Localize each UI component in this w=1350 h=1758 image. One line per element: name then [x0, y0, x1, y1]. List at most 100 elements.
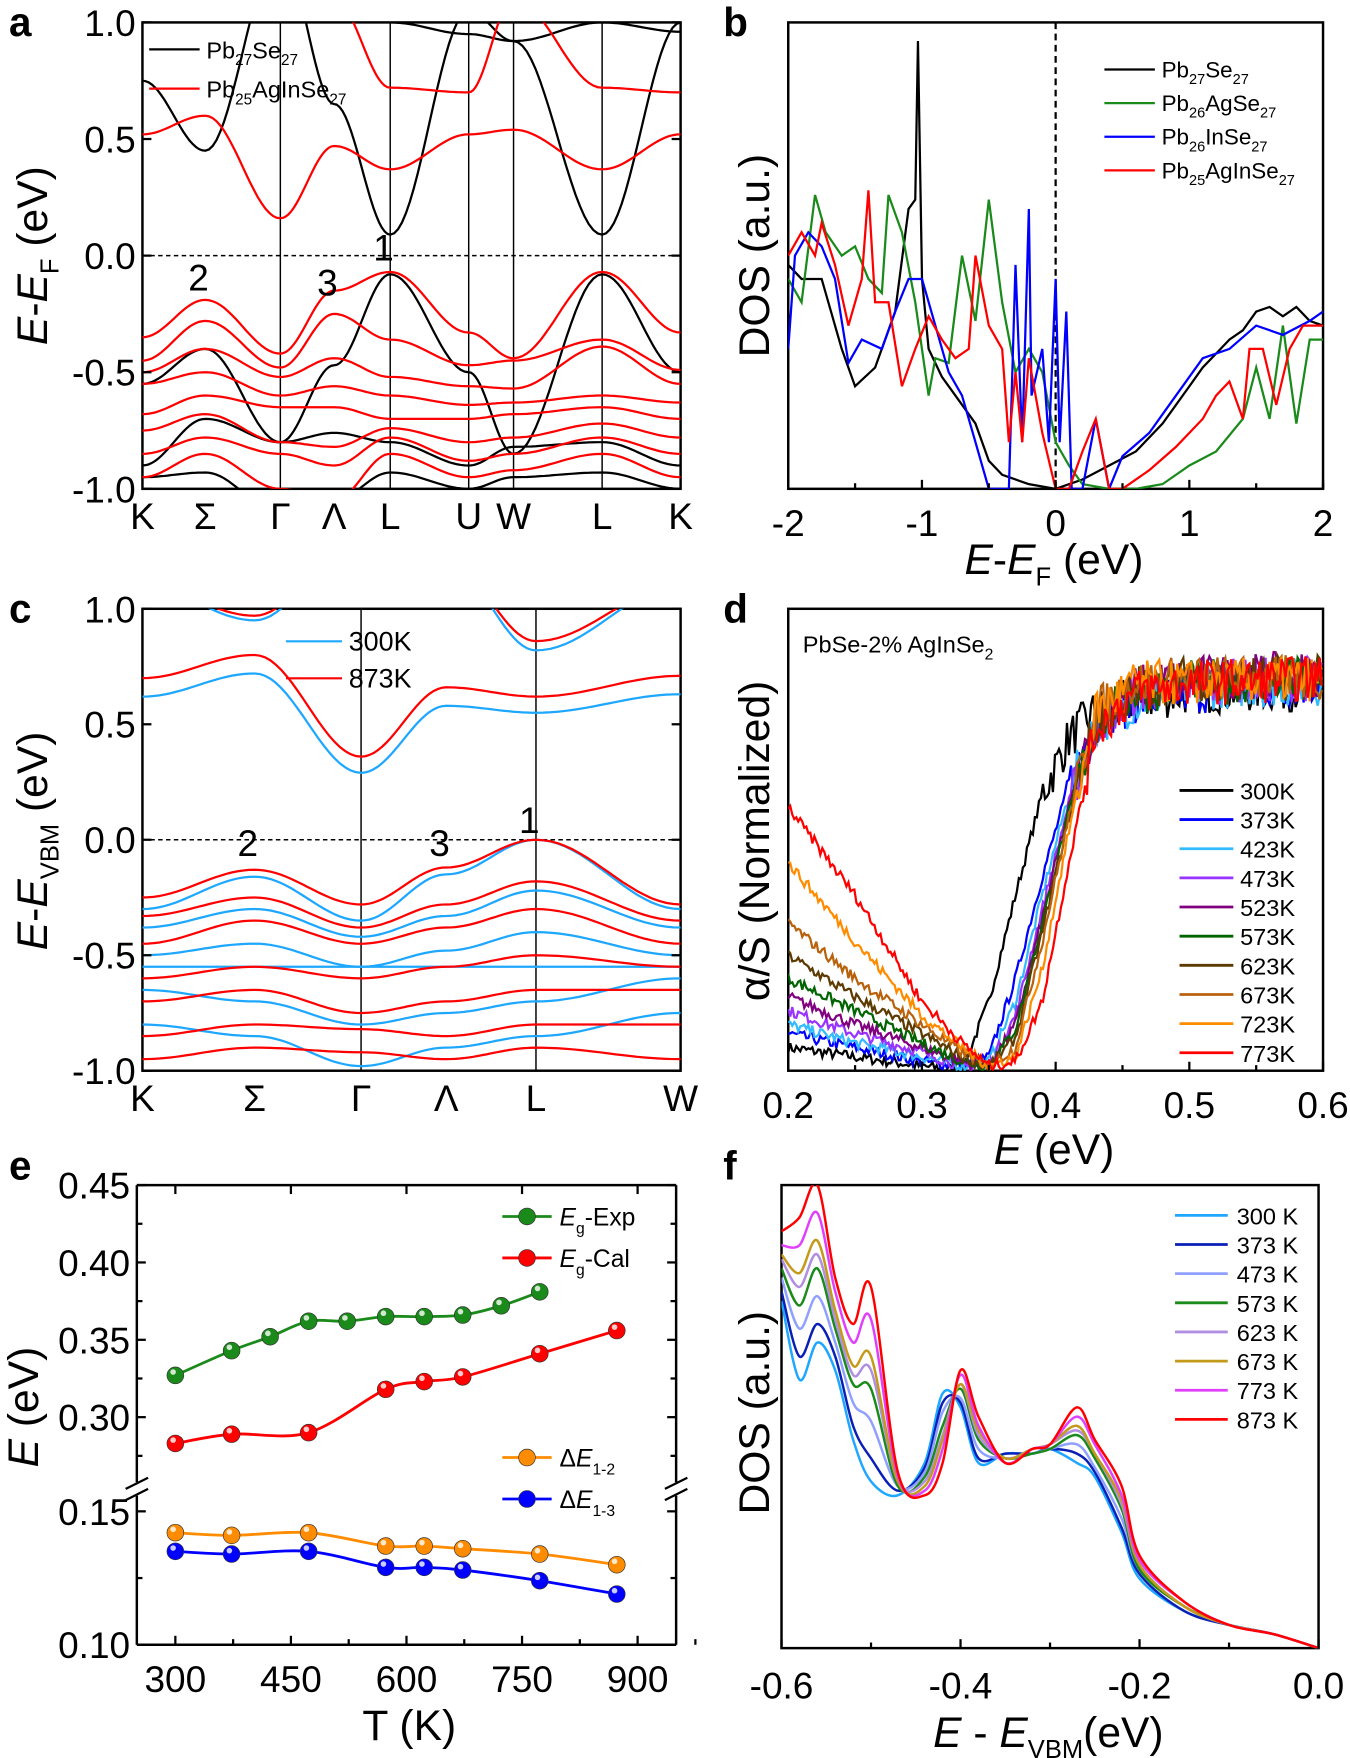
y-axis-title-e: E (eV)	[0, 1347, 48, 1468]
plot-area-a	[142, 22, 681, 489]
band-a-0-1	[382, 22, 681, 43]
x-axis-title-b-text: E-EF (eV)	[964, 536, 1143, 591]
band-annotation: 1	[519, 800, 540, 841]
x-axis-title-b: E-EF (eV)	[964, 536, 1143, 591]
y-axis-title-f-text: DOS (a.u.)	[731, 1311, 779, 1515]
data-point-highlight	[611, 1558, 618, 1565]
data-point-highlight	[170, 1545, 176, 1551]
y-tick-label: 0.10	[58, 1625, 130, 1666]
legend-label: 300K	[349, 626, 412, 656]
y-axis-title-d: α/S (Normalized)	[731, 681, 779, 1001]
band-annotation: 3	[429, 823, 450, 864]
series-line-0	[174, 1290, 541, 1377]
plot-area-c	[142, 608, 681, 1071]
band-a-1-8	[142, 436, 681, 467]
data-point	[415, 1307, 433, 1326]
x-tick-label: -0.6	[750, 1666, 814, 1707]
data-point	[299, 1312, 318, 1330]
data-point-highlight	[226, 1428, 233, 1434]
dos-series-373K	[781, 1291, 1319, 1649]
data-point	[222, 1526, 241, 1545]
band-c-1-2	[142, 838, 681, 906]
data-point	[492, 1297, 510, 1315]
data-point-highlight	[611, 1587, 618, 1594]
legend-label: 623 K	[1237, 1320, 1299, 1346]
data-point	[376, 1380, 395, 1399]
y-axis-title-d-text: α/S (Normalized)	[731, 681, 779, 1001]
x-tick-label: 0.2	[763, 1085, 814, 1126]
legend-label: 423K	[1240, 837, 1295, 863]
legend-label: Eg-Exp	[560, 1204, 636, 1237]
y-tick-label: 0.0	[84, 236, 135, 277]
y-tick-label: -0.5	[72, 936, 136, 977]
data-point-highlight	[419, 1539, 425, 1546]
band-c-0-3	[142, 889, 681, 938]
x-axis-title-e: T (K)	[362, 1702, 456, 1750]
series-line-2	[175, 1530, 617, 1567]
x-tick-label: 0.4	[1030, 1085, 1081, 1126]
sample-annotation: PbSe-2% AgInSe2	[803, 632, 994, 664]
y-tick-label: 0.5	[84, 705, 135, 746]
x-axis-title-f-text: E - EVBM(eV)	[933, 1709, 1164, 1758]
data-point-highlight	[380, 1383, 387, 1389]
legend-label: Pb25AgInSe27	[206, 77, 346, 109]
plot-area-b	[788, 22, 1324, 489]
band-c-1-0	[142, 653, 681, 758]
kpoint-label: L	[526, 1078, 547, 1119]
data-point-highlight	[170, 1526, 176, 1533]
kpoint-label: U	[455, 496, 482, 537]
data-point-highlight	[303, 1545, 310, 1551]
kpoint-label: L	[592, 496, 613, 537]
data-point	[222, 1545, 241, 1563]
band-a-1-2	[142, 270, 681, 360]
data-point-highlight	[457, 1308, 464, 1315]
legend-label: 300 K	[1237, 1203, 1299, 1229]
legend-label: 373K	[1240, 808, 1295, 834]
kpoint-label: Σ	[194, 496, 217, 537]
data-point	[453, 1539, 472, 1558]
data-point	[453, 1368, 472, 1386]
axis-break-mark	[125, 1476, 149, 1490]
panel-label-c: c	[9, 585, 31, 631]
y-axis-title-a: E-EF (eV)	[9, 166, 64, 345]
y-tick-label: 1.0	[84, 589, 135, 630]
legend-label: 673K	[1240, 982, 1295, 1008]
legend-marker	[518, 1448, 536, 1467]
panel-label-e: e	[9, 1142, 31, 1188]
kpoint-label: Λ	[322, 496, 347, 537]
band-a-1-5	[142, 371, 681, 406]
data-point	[166, 1366, 185, 1385]
data-point-highlight	[457, 1370, 464, 1377]
legend-marker	[518, 1490, 536, 1508]
legend-label: Pb27Se27	[206, 37, 298, 69]
legend-label: 623K	[1240, 953, 1295, 979]
x-tick-label: 0.0	[1293, 1666, 1344, 1707]
data-point-highlight	[380, 1539, 387, 1546]
data-point-highlight	[226, 1547, 233, 1554]
y-axis-title-b: DOS (a.u.)	[731, 154, 779, 358]
x-tick-label: 450	[260, 1659, 322, 1700]
legend-label: 723K	[1240, 1012, 1295, 1038]
y-tick-label: 1.0	[84, 3, 135, 44]
y-tick-label: 0.30	[58, 1398, 130, 1439]
data-point-highlight	[611, 1324, 618, 1330]
plot-area-d	[788, 650, 1323, 1071]
band-annotation: 2	[238, 823, 259, 864]
legend-label: ΔE1-3	[560, 1487, 616, 1520]
axis-break-mark	[664, 1476, 688, 1490]
data-point	[453, 1561, 472, 1579]
panel-label-d: d	[723, 585, 748, 631]
axis-break-mark	[664, 1487, 688, 1502]
data-point	[376, 1307, 395, 1326]
band-c-0-4	[142, 931, 681, 968]
x-tick-label: -2	[772, 503, 805, 544]
y-axis-title-e-text: E (eV)	[0, 1347, 48, 1468]
band-c-0-6	[142, 977, 681, 1026]
data-point	[166, 1523, 185, 1542]
legend-label: 473K	[1240, 866, 1295, 892]
data-point-highlight	[226, 1529, 233, 1535]
x-tick-label: 0	[1045, 503, 1066, 544]
data-point	[453, 1306, 472, 1324]
axis-break-mark	[125, 1487, 149, 1502]
band-c-1-8	[142, 1046, 681, 1061]
